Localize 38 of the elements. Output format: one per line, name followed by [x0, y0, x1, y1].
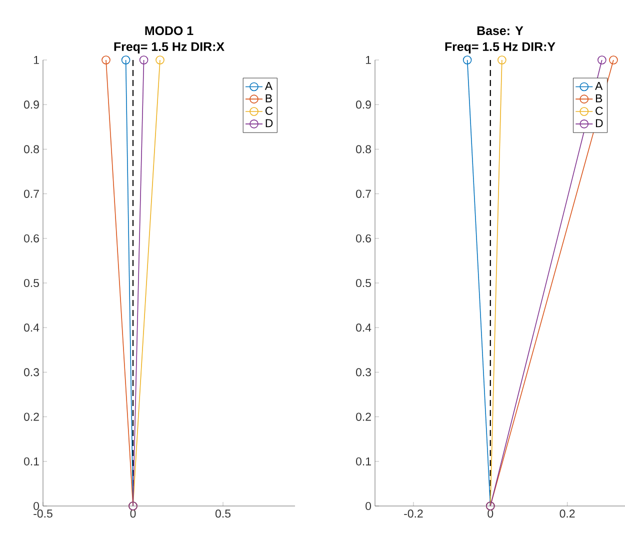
legend-label: C	[596, 106, 603, 115]
y-tick-label: 0.1	[356, 457, 371, 466]
x-tick-label: 0.5	[215, 510, 230, 518]
y-tick-label: 0.2	[356, 412, 371, 421]
legend-label: C	[265, 106, 273, 115]
y-tick-label: 0.6	[24, 234, 39, 242]
chart-subtitle: Freq= 1.5 Hz DIR:Y	[445, 42, 556, 54]
y-tick-label: 0.5	[24, 278, 39, 288]
x-tick-label: -0.2	[404, 510, 423, 518]
y-tick-label: 0.7	[356, 190, 371, 198]
legend-label: B	[266, 94, 272, 102]
chart-title: MODO 1	[145, 26, 194, 36]
y-tick-label: 0.5	[356, 278, 372, 288]
y-tick-label: 0	[366, 502, 372, 510]
y-tick-label: 0.9	[356, 100, 371, 109]
y-tick-label: 1	[366, 56, 371, 64]
y-tick-label: 1	[34, 56, 39, 64]
y-tick-label: 0	[34, 502, 40, 510]
legend-label: B	[596, 94, 602, 102]
legend-label: A	[264, 82, 273, 90]
y-tick-label: 0.8	[356, 145, 371, 154]
y-tick-label: 0.8	[24, 145, 39, 154]
chart-title: Base: Y	[477, 26, 524, 36]
y-tick-label: 0.7	[24, 190, 39, 198]
y-tick-label: 0.4	[24, 324, 40, 332]
y-tick-label: 0.9	[24, 100, 39, 109]
y-tick-label: 0.1	[24, 457, 39, 466]
legend-label: A	[595, 82, 603, 90]
legend-label: D	[596, 119, 603, 128]
x-tick-label: 0.2	[560, 510, 575, 518]
y-tick-label: 0.6	[356, 234, 371, 242]
y-tick-label: 0.3	[24, 368, 39, 376]
y-tick-label: 0.2	[24, 412, 39, 421]
chart-subtitle: Freq= 1.5 Hz DIR:X	[114, 42, 224, 54]
y-tick-label: 0.4	[356, 324, 372, 332]
x-tick-label: -0.5	[34, 510, 52, 518]
y-tick-label: 0.3	[356, 368, 371, 376]
legend-label: D	[266, 119, 273, 128]
